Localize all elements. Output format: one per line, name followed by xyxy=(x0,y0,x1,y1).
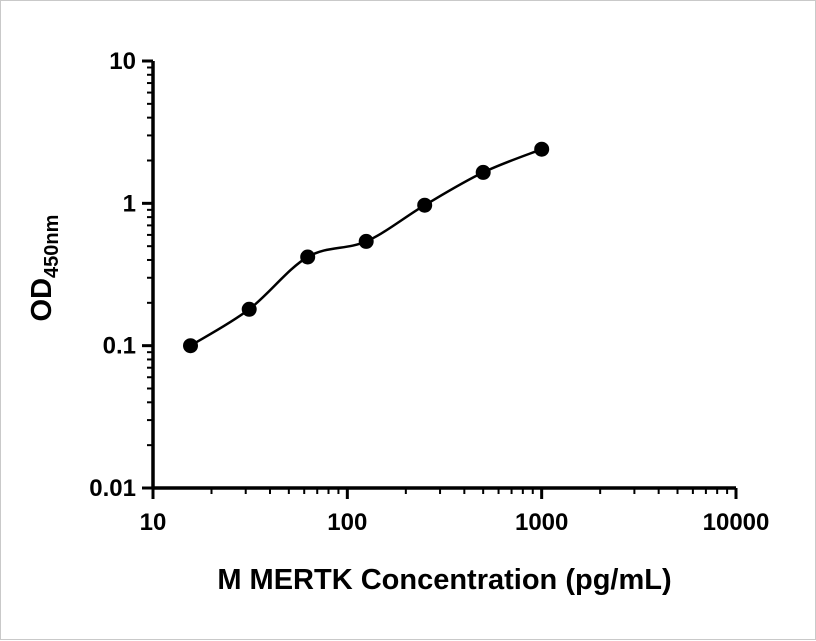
y-tick-label: 0.01 xyxy=(89,475,136,502)
y-tick-label: 0.1 xyxy=(103,333,136,360)
y-axis-title-subscript: 450nm xyxy=(41,215,63,278)
x-tick-label: 10000 xyxy=(703,509,770,536)
y-axis-title-main: OD xyxy=(26,278,58,322)
data-point xyxy=(534,141,550,157)
data-point xyxy=(183,338,198,354)
x-axis-title: M MERTK Concentration (pg/mL) xyxy=(217,564,671,596)
y-tick-label: 1 xyxy=(123,190,136,217)
data-point xyxy=(300,249,316,265)
data-point xyxy=(358,233,374,249)
x-tick-label: 1000 xyxy=(515,509,568,536)
data-point xyxy=(241,301,257,317)
y-tick-label: 10 xyxy=(109,48,136,75)
data-point xyxy=(417,197,433,213)
x-tick-label: 10 xyxy=(140,509,167,536)
data-point xyxy=(475,164,491,180)
y-axis-title: OD450nm xyxy=(26,215,63,322)
x-tick-label: 100 xyxy=(327,509,367,536)
